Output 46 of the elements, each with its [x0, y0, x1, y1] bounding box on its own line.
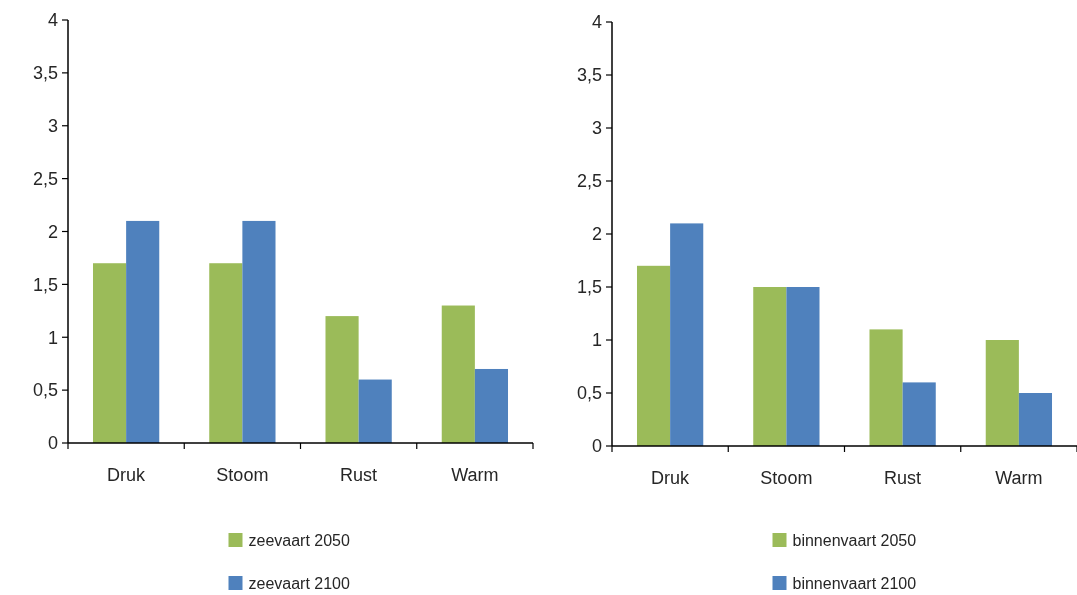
y-tick-label: 1,5 [32, 274, 58, 295]
x-tick-label: Druk [651, 468, 691, 488]
bar [786, 287, 820, 446]
legend-label: binnenvaart 2100 [792, 574, 917, 592]
y-tick-label: 2 [591, 224, 602, 245]
x-tick-label: Stoom [216, 465, 269, 485]
legend-label: binnenvaart 2050 [792, 531, 917, 549]
legend-label: zeevaart 2100 [248, 574, 351, 592]
bar [441, 305, 475, 443]
bar [325, 316, 359, 443]
bar [92, 263, 127, 443]
y-tick-label: 3 [47, 116, 58, 137]
bar [358, 379, 392, 443]
y-tick-label: 0 [591, 436, 602, 457]
y-tick-label: 1 [47, 327, 58, 348]
bar [1018, 393, 1053, 446]
bar [985, 340, 1019, 446]
bar [636, 265, 671, 446]
y-tick-label: 4 [47, 10, 58, 31]
y-tick-label: 1 [591, 330, 602, 351]
legend-label: zeevaart 2050 [248, 531, 351, 549]
bar [670, 223, 704, 446]
y-tick-label: 1,5 [576, 277, 602, 298]
x-tick-label: Rust [340, 465, 378, 485]
bar [126, 220, 160, 443]
y-tick-label: 3,5 [576, 65, 602, 86]
y-tick-label: 0,5 [576, 383, 602, 404]
bar [474, 368, 509, 443]
bar [753, 287, 787, 446]
x-tick-label: Stoom [760, 468, 813, 488]
y-tick-label: 4 [591, 12, 602, 33]
bar [242, 220, 276, 443]
y-tick-label: 0 [47, 433, 58, 454]
y-tick-label: 0,5 [32, 380, 58, 401]
y-tick-label: 2,5 [32, 168, 58, 189]
bar [902, 382, 936, 446]
y-tick-label: 2 [47, 221, 58, 242]
x-tick-label: Rust [884, 468, 922, 488]
y-tick-label: 3,5 [32, 63, 58, 84]
y-tick-label: 3 [591, 118, 602, 139]
bar [869, 329, 903, 446]
x-tick-label: Druk [107, 465, 147, 485]
x-tick-label: Warm [451, 465, 499, 485]
y-tick-label: 2,5 [576, 171, 602, 192]
bar [209, 263, 243, 443]
x-tick-label: Warm [995, 468, 1043, 488]
